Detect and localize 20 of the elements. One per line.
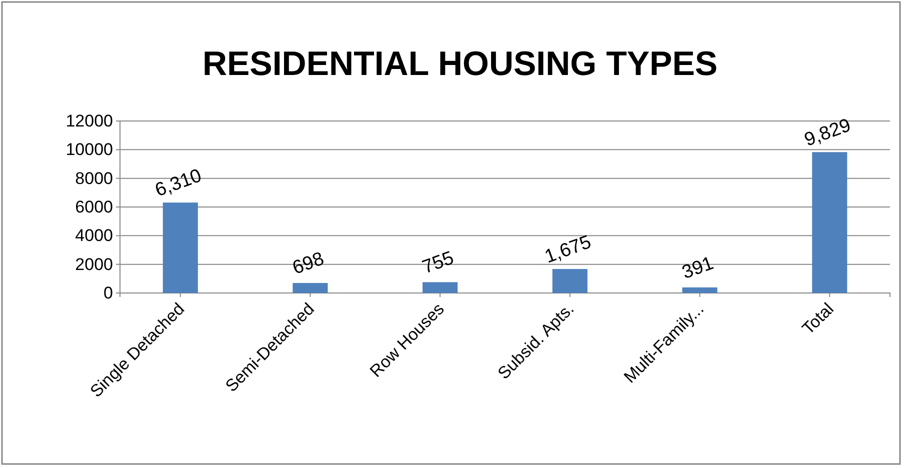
data-label: 1,675 <box>542 232 594 268</box>
data-label: 391 <box>679 252 716 284</box>
data-label: 698 <box>290 248 327 280</box>
bar <box>162 202 198 293</box>
bar <box>292 282 328 293</box>
y-tick-label: 12000 <box>66 111 113 130</box>
data-label: 6,310 <box>152 165 204 202</box>
bar <box>682 287 718 293</box>
bar <box>422 282 458 293</box>
y-tick-label: 6000 <box>75 197 113 216</box>
data-label: 9,829 <box>802 114 854 151</box>
y-tick-label: 10000 <box>66 140 113 160</box>
bar <box>812 152 848 293</box>
y-tick-label: 2000 <box>75 254 113 274</box>
y-tick-label: 8000 <box>75 168 113 188</box>
data-label: 755 <box>420 248 457 278</box>
bar <box>552 268 588 293</box>
y-tick-label: 4000 <box>75 226 113 246</box>
chart-title: RESIDENTIAL HOUSING TYPES <box>202 45 718 83</box>
y-tick-label: 0 <box>104 283 113 302</box>
